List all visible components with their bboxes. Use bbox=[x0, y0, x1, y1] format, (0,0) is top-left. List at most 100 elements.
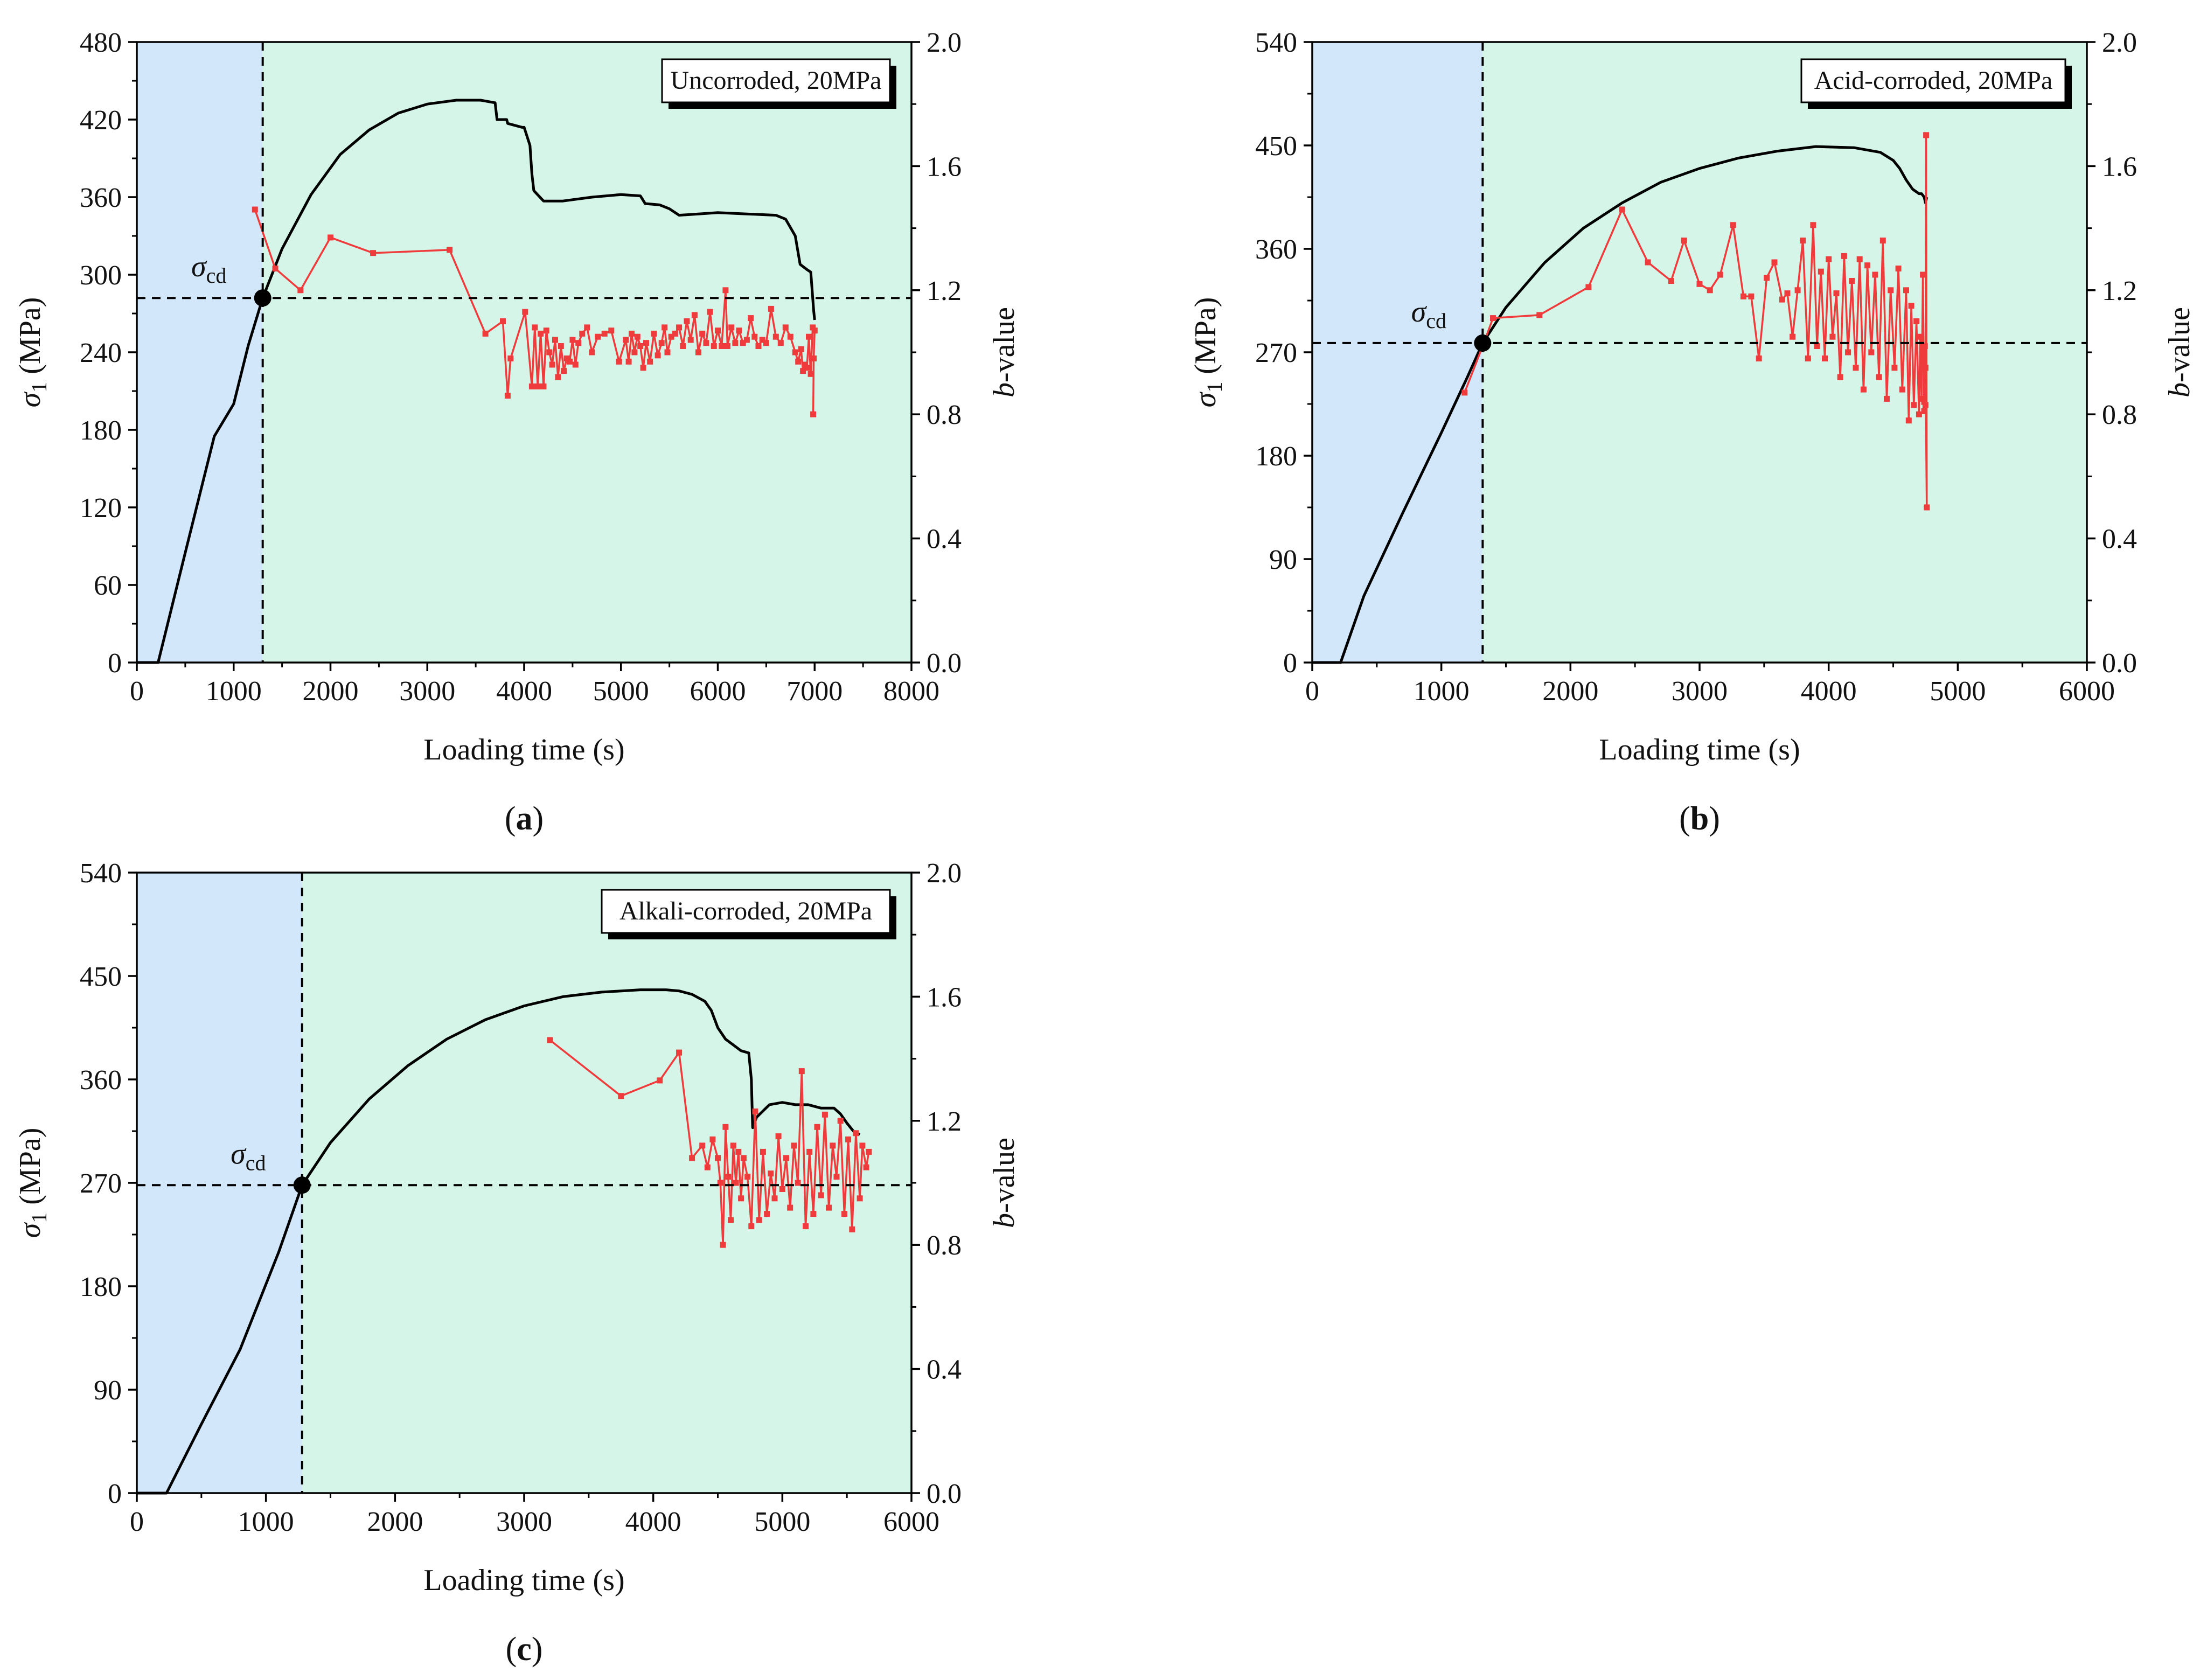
bvalue-point bbox=[1837, 374, 1843, 380]
post-damage-region bbox=[262, 42, 911, 663]
bvalue-point bbox=[532, 324, 538, 331]
y-axis-label: σ1 (MPa) bbox=[1189, 297, 1227, 408]
post-damage-region bbox=[302, 873, 911, 1493]
bvalue-point bbox=[1888, 287, 1894, 294]
bvalue-point bbox=[833, 1174, 840, 1180]
bvalue-point bbox=[689, 1155, 695, 1161]
bvalue-point bbox=[623, 337, 629, 343]
bvalue-point bbox=[699, 330, 706, 337]
bvalue-point bbox=[782, 324, 789, 331]
bvalue-point bbox=[1814, 343, 1820, 349]
y-axis-unit: (MPa) bbox=[13, 297, 47, 382]
bvalue-point bbox=[552, 337, 558, 343]
y-tick-label: 270 bbox=[1255, 338, 1297, 368]
y2-tick-label: 2.0 bbox=[927, 858, 962, 889]
bvalue-point bbox=[297, 287, 304, 294]
bvalue-point bbox=[672, 330, 678, 337]
x-tick-label: 5000 bbox=[754, 1507, 810, 1537]
bvalue-point bbox=[634, 333, 641, 340]
bvalue-point bbox=[1490, 315, 1496, 322]
y-axis-label: σ1 (MPa) bbox=[13, 297, 51, 408]
bvalue-point bbox=[783, 1155, 789, 1161]
y-tick-label: 420 bbox=[80, 105, 122, 136]
bvalue-point bbox=[732, 340, 739, 346]
bvalue-point bbox=[1833, 290, 1840, 297]
crack-damage-point bbox=[254, 289, 271, 307]
bvalue-point bbox=[687, 337, 694, 343]
bvalue-point bbox=[1717, 271, 1723, 278]
bvalue-point bbox=[651, 330, 657, 337]
bvalue-point bbox=[1784, 290, 1791, 297]
bvalue-point bbox=[618, 1093, 624, 1099]
bvalue-point bbox=[589, 349, 595, 355]
bvalue-point bbox=[810, 411, 817, 417]
bvalue-point bbox=[504, 393, 511, 399]
bvalue-point bbox=[798, 1068, 805, 1075]
crack-damage-subscript: cd bbox=[1426, 309, 1446, 333]
x-tick-label: 1000 bbox=[238, 1507, 294, 1537]
x-tick-label: 2000 bbox=[1542, 676, 1598, 707]
bvalue-point bbox=[676, 324, 683, 331]
bvalue-point bbox=[625, 358, 632, 365]
bvalue-point bbox=[1771, 259, 1778, 266]
y2-axis-label: b-value bbox=[2163, 307, 2193, 398]
bvalue-point bbox=[787, 333, 793, 340]
crack-damage-symbol: σ bbox=[191, 250, 207, 283]
y2-tick-label: 1.6 bbox=[927, 982, 962, 1013]
bvalue-point bbox=[528, 383, 535, 389]
bvalue-point bbox=[763, 340, 769, 346]
y-tick-label: 360 bbox=[1255, 234, 1297, 265]
bvalue-point bbox=[728, 1217, 734, 1223]
bvalue-point bbox=[751, 333, 758, 340]
y-axis-label: σ1 (MPa) bbox=[13, 1128, 51, 1238]
bvalue-point bbox=[546, 349, 553, 355]
bvalue-point bbox=[507, 355, 514, 361]
bvalue-point bbox=[752, 1109, 758, 1114]
bvalue-point bbox=[775, 1133, 782, 1140]
y-tick-label: 480 bbox=[80, 27, 122, 58]
crack-damage-subscript: cd bbox=[246, 1151, 266, 1175]
x-tick-label: 3000 bbox=[399, 676, 455, 707]
bvalue-point bbox=[709, 1136, 716, 1142]
bvalue-point bbox=[722, 287, 729, 294]
bvalue-point bbox=[740, 340, 746, 346]
bvalue-point bbox=[1536, 312, 1543, 318]
panel-label-letter: c bbox=[517, 1631, 532, 1668]
y2-tick-label: 0.4 bbox=[927, 524, 962, 555]
chart-title: Acid-corroded, 20MPa bbox=[1814, 66, 2053, 95]
bvalue-point bbox=[1800, 238, 1806, 244]
y-axis-symbol: σ bbox=[13, 1222, 47, 1238]
y-axis-unit: (MPa) bbox=[13, 1128, 47, 1212]
bvalue-point bbox=[728, 324, 735, 331]
x-tick-label: 0 bbox=[1305, 676, 1319, 707]
y-tick-label: 360 bbox=[80, 183, 122, 213]
y2-axis-label: b-value bbox=[987, 307, 1021, 398]
crack-damage-label: σcd bbox=[191, 250, 226, 288]
y2-tick-label: 0.4 bbox=[927, 1355, 962, 1385]
bvalue-point bbox=[1853, 365, 1859, 371]
y2-axis-italic: b bbox=[987, 382, 1021, 398]
y-tick-label: 180 bbox=[1255, 441, 1297, 472]
bvalue-point bbox=[748, 315, 754, 322]
bvalue-point bbox=[863, 1164, 869, 1170]
y-tick-label: 300 bbox=[80, 260, 122, 291]
bvalue-point bbox=[802, 361, 808, 368]
bvalue-point bbox=[725, 343, 730, 349]
bvalue-point bbox=[722, 1124, 729, 1130]
bvalue-point bbox=[798, 346, 804, 352]
y-tick-label: 540 bbox=[1255, 27, 1297, 58]
crack-damage-point bbox=[1474, 334, 1492, 352]
bvalue-point bbox=[866, 1148, 872, 1155]
title-box bbox=[661, 58, 891, 103]
bvalue-point bbox=[1916, 411, 1922, 417]
bvalue-point bbox=[1922, 365, 1929, 371]
crack-damage-symbol: σ bbox=[231, 1137, 247, 1170]
bvalue-point bbox=[1779, 296, 1785, 303]
bvalue-point bbox=[1756, 355, 1762, 361]
bvalue-point bbox=[725, 1174, 732, 1180]
bvalue-point bbox=[1923, 132, 1930, 138]
bvalue-point bbox=[637, 343, 644, 349]
bvalue-point bbox=[715, 1155, 721, 1161]
bvalue-point bbox=[629, 330, 635, 337]
y-tick-label: 0 bbox=[108, 648, 122, 679]
